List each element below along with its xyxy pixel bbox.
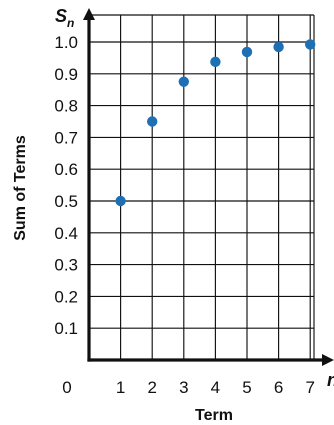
data-point	[241, 46, 253, 58]
data-point-layer	[115, 39, 316, 207]
y-tick-label: 0.6	[54, 160, 78, 179]
x-axis-arrowhead	[322, 354, 334, 366]
y-tick-label: 0.1	[54, 319, 78, 338]
x-tick-label: 3	[179, 378, 188, 397]
y-axis-title: Sum of Terms	[12, 135, 29, 241]
y-tick-label: 0.5	[54, 192, 78, 211]
data-point	[178, 76, 189, 87]
data-point	[305, 39, 316, 50]
y-tick-label: 0.8	[54, 97, 78, 116]
data-point	[210, 56, 221, 68]
grid-layer	[89, 14, 315, 360]
x-axis-variable: n	[327, 370, 334, 390]
y-tick-label: 1.0	[54, 33, 78, 52]
x-tick-label: 5	[242, 378, 251, 397]
x-axis-title: Term	[195, 407, 233, 424]
data-point	[147, 116, 158, 127]
y-tick-label: 0.7	[54, 128, 78, 147]
y-tick-label: 0.3	[54, 256, 78, 275]
y-axis-variable-main: S	[55, 6, 67, 26]
tick-label-layer: 0.1 0.2 0.3 0.4 0.5 0.6 0.7 0.8 0.9 1.0 0 1 2 3 4 5 6 7	[54, 33, 315, 397]
data-point	[115, 195, 126, 207]
data-point	[273, 41, 284, 53]
x-tick-label: 2	[147, 378, 156, 397]
y-axis-variable: Sn	[55, 6, 74, 30]
y-axis-variable-subscript: n	[67, 16, 74, 30]
x-tick-label: 4	[211, 378, 220, 397]
x-tick-label: 1	[116, 378, 125, 397]
y-axis-arrowhead	[83, 8, 95, 20]
x-tick-label: 0	[62, 378, 71, 397]
x-tick-label: 6	[274, 378, 283, 397]
axis-layer	[83, 8, 334, 366]
y-tick-label: 0.9	[54, 65, 78, 84]
y-tick-label: 0.2	[54, 287, 78, 306]
y-tick-label: 0.4	[54, 224, 78, 243]
x-tick-label: 7	[305, 378, 314, 397]
